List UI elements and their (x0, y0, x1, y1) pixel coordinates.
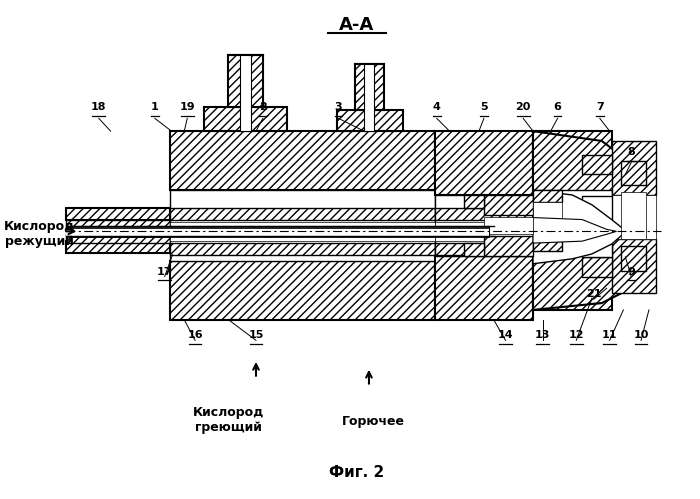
Bar (240, 55, 251, 131)
Text: Кислород
греющий: Кислород греющий (193, 406, 264, 434)
Bar (435, 222, 533, 241)
Bar (533, 202, 563, 230)
Text: 14: 14 (498, 330, 513, 340)
Bar (169, 131, 435, 190)
Bar (484, 217, 533, 234)
Text: Горючее: Горючее (342, 415, 405, 428)
Text: 9: 9 (627, 266, 635, 276)
Bar (66, 227, 489, 236)
Bar (66, 234, 169, 243)
Bar (66, 220, 169, 230)
Bar (484, 195, 533, 215)
Bar (66, 241, 169, 253)
Polygon shape (533, 190, 626, 264)
Bar (435, 195, 533, 256)
Bar (169, 222, 435, 241)
Bar (435, 256, 533, 320)
Bar (66, 236, 489, 237)
Bar (169, 190, 435, 261)
Bar (533, 251, 612, 310)
Text: А-А: А-А (339, 16, 374, 34)
Bar (582, 155, 612, 174)
Bar (169, 208, 435, 220)
Bar (464, 243, 484, 256)
Text: 5: 5 (480, 102, 488, 112)
Text: 8: 8 (627, 147, 635, 157)
Bar (622, 246, 646, 270)
Bar (66, 227, 489, 236)
Bar (533, 190, 563, 202)
Text: 10: 10 (634, 330, 649, 340)
Text: 12: 12 (568, 330, 584, 340)
Bar (337, 109, 403, 131)
Bar (622, 161, 646, 185)
Bar (435, 131, 533, 195)
Text: 4: 4 (433, 102, 441, 112)
Bar (66, 232, 169, 237)
Bar (204, 107, 288, 131)
Bar (582, 257, 612, 276)
Text: 13: 13 (535, 330, 550, 340)
Bar (66, 208, 169, 220)
Text: 16: 16 (188, 330, 203, 340)
Text: 2: 2 (259, 102, 267, 112)
Text: 18: 18 (91, 102, 106, 112)
Bar (622, 192, 646, 239)
Bar (169, 261, 435, 320)
Polygon shape (533, 218, 617, 243)
Text: 1: 1 (151, 102, 159, 112)
Text: Фиг. 2: Фиг. 2 (328, 466, 384, 481)
Bar (355, 64, 384, 109)
Bar (612, 239, 656, 293)
Text: 7: 7 (596, 102, 603, 112)
Bar (533, 131, 612, 190)
Text: Кислород
режущий: Кислород режущий (4, 220, 76, 249)
Bar (484, 236, 533, 256)
Bar (582, 196, 612, 257)
Text: 17: 17 (157, 266, 172, 276)
Text: 19: 19 (179, 102, 195, 112)
Bar (533, 190, 612, 251)
Text: 21: 21 (586, 289, 602, 299)
Bar (228, 55, 263, 107)
Bar (169, 243, 435, 255)
Text: 3: 3 (335, 102, 342, 112)
Text: 20: 20 (515, 102, 531, 112)
Bar (435, 208, 533, 220)
Text: 15: 15 (248, 330, 264, 340)
Bar (533, 241, 563, 251)
Bar (464, 195, 484, 208)
Bar (364, 64, 374, 131)
Bar (533, 230, 563, 241)
Bar (66, 228, 489, 229)
Bar (435, 243, 533, 255)
Text: 6: 6 (554, 102, 561, 112)
Bar (612, 141, 656, 195)
Text: 11: 11 (602, 330, 617, 340)
Bar (612, 195, 656, 239)
Polygon shape (533, 131, 656, 310)
